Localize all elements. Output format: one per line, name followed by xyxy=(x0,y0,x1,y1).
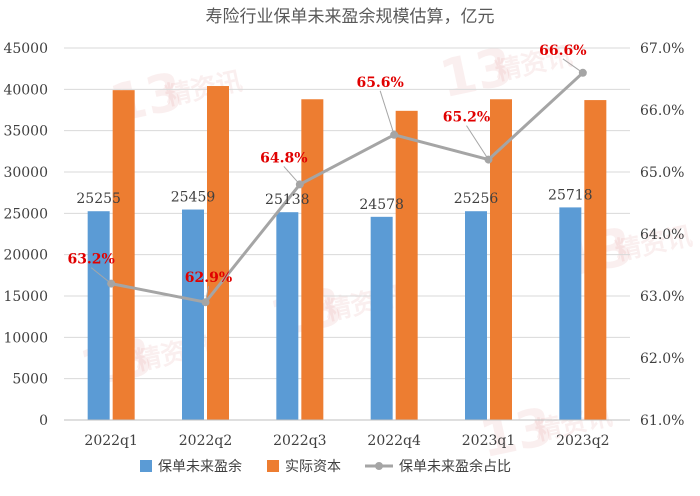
ratio-leader-line xyxy=(466,125,489,160)
bar-value-label: 25255 xyxy=(76,191,121,207)
legend-label: 实际资本 xyxy=(285,459,341,475)
ratio-line-path xyxy=(110,71,584,304)
ratio-leader-line xyxy=(379,90,395,135)
ratio-value-label: 66.6% xyxy=(539,43,586,59)
bar-policy-surplus xyxy=(559,207,582,420)
bar-actual-capital xyxy=(301,99,324,421)
legend-label: 保单未来盈余占比 xyxy=(399,458,511,475)
bar-value-label: 25718 xyxy=(548,187,593,203)
legend-swatch-ratio-marker xyxy=(375,462,383,470)
y-right-tick-label: 63.0% xyxy=(640,289,684,305)
ratio-value-label: 65.6% xyxy=(356,75,403,91)
y-left-tick-label: 10000 xyxy=(3,330,48,346)
ratio-leader-line xyxy=(283,166,301,185)
y-left-tick-label: 30000 xyxy=(3,165,48,181)
bar-policy-surplus xyxy=(182,209,204,420)
bar-value-label: 24578 xyxy=(359,197,404,213)
x-tick-label: 2023q1 xyxy=(462,433,516,449)
bar-actual-capital xyxy=(207,86,229,420)
y-left-tick-label: 5000 xyxy=(12,372,48,388)
legend: 保单未来盈余 实际资本 保单未来盈余占比 xyxy=(140,458,511,475)
bar-policy-surplus xyxy=(370,216,393,420)
x-tick-label: 2022q4 xyxy=(367,433,421,449)
y-right-tick-label: 67.0% xyxy=(640,41,684,57)
bar-value-label: 25138 xyxy=(265,192,310,208)
bar-actual-capital xyxy=(584,100,607,420)
y-right-tick-label: 62.0% xyxy=(640,351,684,367)
ratio-leader-line xyxy=(90,267,112,284)
x-tick-label: 2023q2 xyxy=(556,433,610,449)
bar-actual-capital xyxy=(112,90,135,420)
bar-actual-capital xyxy=(395,110,418,421)
legend-label: 保单未来盈余 xyxy=(158,458,242,475)
y-right-tick-label: 66.0% xyxy=(640,103,684,119)
data-labels: 25255 25459 25138 24578 25256 25718 63.2% 62.9%… xyxy=(67,43,593,303)
bar-policy-surplus xyxy=(87,211,110,420)
ratio-leader-line xyxy=(205,286,209,303)
ratio-value-label: 63.2% xyxy=(67,252,114,268)
bar-policy-surplus xyxy=(276,212,299,420)
ratio-value-label: 65.2% xyxy=(443,110,490,126)
y-left-tick-label: 15000 xyxy=(3,289,48,305)
y-left-tick-label: 20000 xyxy=(3,248,48,264)
gridlines xyxy=(64,47,630,380)
watermark-number: 13 xyxy=(435,37,518,111)
x-tick-label: 2022q1 xyxy=(84,433,138,449)
watermark-number: 13 xyxy=(475,397,558,471)
y-left-tick-label: 35000 xyxy=(3,124,48,140)
y-left-tick-label: 45000 xyxy=(3,41,48,57)
chart-title: 寿险行业保单未来盈余规模估算，亿元 xyxy=(206,7,495,27)
y-right-tick-label: 61.0% xyxy=(640,413,684,429)
bar-actual-capital xyxy=(490,99,512,421)
bars xyxy=(87,86,607,421)
bar-value-label: 25256 xyxy=(454,191,499,207)
legend-swatch-policy-surplus xyxy=(140,460,152,472)
bar-policy-surplus xyxy=(465,211,487,420)
x-tick-label: 2022q2 xyxy=(179,433,233,449)
y-right-tick-label: 64.0% xyxy=(640,227,684,243)
x-tick-label: 2022q3 xyxy=(273,433,327,449)
axes: 0 5000 10000 15000 20000 25000 30000 35000 40000… xyxy=(3,41,684,449)
ratio-value-label: 64.8% xyxy=(260,150,307,166)
y-left-tick-label: 0 xyxy=(39,413,48,429)
ratio-leader-line xyxy=(562,58,584,74)
y-left-tick-label: 40000 xyxy=(3,82,48,98)
bar-value-label: 25459 xyxy=(171,190,216,206)
ratio-value-label: 62.9% xyxy=(185,270,232,286)
y-left-tick-label: 25000 xyxy=(3,206,48,222)
legend-swatch-actual-capital xyxy=(267,460,279,472)
y-right-tick-label: 65.0% xyxy=(640,165,684,181)
